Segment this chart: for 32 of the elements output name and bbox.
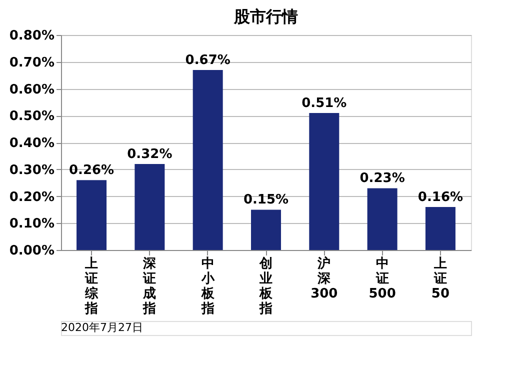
chart-title: 股市行情 bbox=[233, 7, 298, 26]
y-tick-label: 0.80% bbox=[9, 28, 54, 44]
x-tick-label: 深证成指 bbox=[142, 256, 158, 316]
y-tick-label: 0.30% bbox=[9, 162, 54, 178]
text: 2020年7月27日 bbox=[61, 321, 143, 334]
y-tick-label: 0.70% bbox=[9, 55, 54, 70]
x-tick-label: 沪深300 bbox=[310, 256, 338, 302]
y-tick-label: 0.00% bbox=[9, 244, 54, 258]
data-label: 0.32% bbox=[127, 147, 172, 162]
data-label: 0.51% bbox=[302, 96, 347, 111]
data-label: 0.26% bbox=[68, 163, 114, 178]
data-label: 0.23% bbox=[360, 171, 405, 186]
x-tick-label: 创业板指 bbox=[258, 256, 274, 316]
data-label: 0.15% bbox=[243, 192, 289, 208]
data-label: 0.16% bbox=[418, 190, 464, 205]
data-label: 0.67% bbox=[185, 52, 230, 68]
bar bbox=[425, 207, 456, 250]
x-tick-label: 上证综指 bbox=[84, 256, 100, 316]
x-tick-label: 中小板指 bbox=[200, 256, 216, 316]
bar bbox=[134, 164, 165, 250]
y-tick-label: 0.20% bbox=[9, 190, 54, 205]
y-tick-label: 0.40% bbox=[9, 136, 54, 151]
y-tick-label: 0.50% bbox=[9, 109, 54, 124]
y-tick-label: 0.60% bbox=[9, 82, 54, 98]
bar bbox=[367, 188, 398, 250]
bar bbox=[192, 70, 223, 250]
bar bbox=[309, 112, 340, 250]
bar bbox=[76, 180, 107, 250]
y-tick-label: 0.10% bbox=[9, 216, 54, 232]
x-tick-label: 中证500 bbox=[368, 256, 396, 302]
x-tick-label: 上证50 bbox=[431, 256, 450, 302]
bar bbox=[251, 210, 281, 250]
